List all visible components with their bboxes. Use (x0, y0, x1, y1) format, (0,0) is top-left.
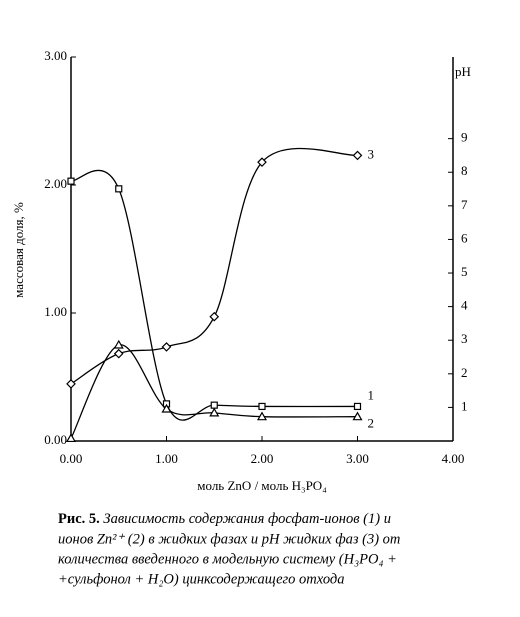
caption-line: Зависимость содержания фосфат-ионов (1) … (103, 511, 391, 527)
y-axis-label: массовая доля, % (11, 202, 26, 298)
y-tick-label: 2.00 (44, 176, 67, 191)
y2-axis-label: pH (455, 64, 471, 79)
x-tick-label: 3.00 (346, 451, 369, 466)
y-tick-label: 0.00 (44, 432, 67, 447)
marker (352, 411, 363, 421)
x-axis-label: моль ZnO / моль H₃PO₄ (197, 478, 327, 493)
x-tick-label: 2.00 (251, 451, 274, 466)
marker (209, 407, 220, 417)
y2-tick-label: 1 (461, 398, 468, 413)
series-label: 3 (368, 146, 375, 161)
caption-label: Рис. 5. (58, 511, 100, 527)
x-tick-label: 0.00 (60, 451, 83, 466)
y2-tick-label: 8 (461, 163, 468, 178)
y2-tick-label: 9 (461, 130, 468, 145)
series-line (70, 169, 358, 421)
marker (66, 379, 76, 389)
marker (161, 403, 172, 413)
y2-tick-label: 7 (461, 197, 468, 212)
marker (209, 311, 220, 322)
caption: Рис. 5. Зависимость содержания фосфат-ио… (58, 511, 391, 527)
marker (113, 348, 124, 359)
x-tick-label: 4.00 (442, 451, 465, 466)
marker (65, 433, 77, 443)
marker (161, 342, 172, 352)
y2-tick-label: 2 (461, 365, 468, 380)
marker (256, 411, 268, 421)
series-label: 1 (368, 387, 375, 402)
y-tick-label: 1.00 (44, 304, 67, 319)
caption-line: ионов Zn²⁺ (2) в жидких фазах и pH жидки… (58, 531, 400, 547)
marker (115, 185, 123, 193)
marker (113, 339, 124, 349)
y2-tick-label: 4 (461, 298, 468, 313)
y2-tick-label: 5 (461, 264, 468, 279)
caption-line: количества введенного в модельную систем… (58, 551, 397, 567)
caption-line: +сульфонол + H₂O) цинксодержащего отхода (58, 571, 344, 587)
marker (352, 150, 363, 161)
x-tick-label: 1.00 (155, 451, 178, 466)
y2-tick-label: 6 (461, 230, 468, 245)
y2-tick-label: 3 (461, 331, 468, 346)
series-label: 2 (368, 416, 375, 431)
marker (258, 402, 266, 411)
marker (257, 157, 267, 168)
series-line (70, 344, 358, 439)
marker (353, 402, 362, 411)
marker (67, 177, 75, 185)
y-tick-label: 3.00 (44, 48, 67, 63)
marker (210, 401, 218, 409)
